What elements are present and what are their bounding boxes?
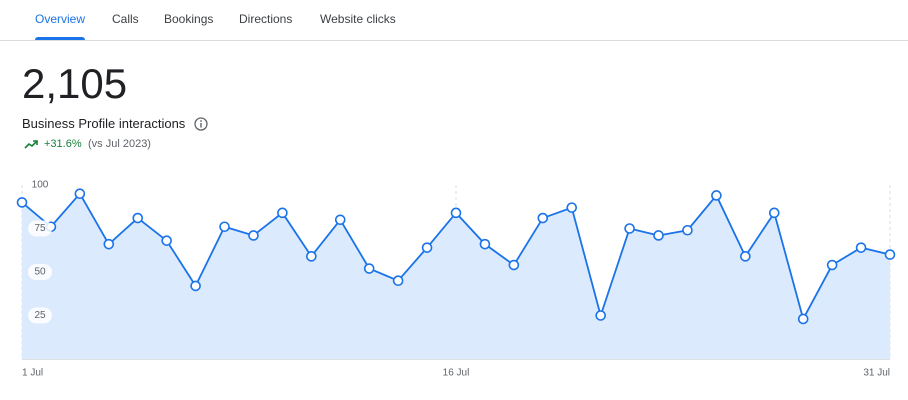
x-tick-label: 1 Jul <box>22 368 43 379</box>
y-tick-label: 100 <box>32 180 49 191</box>
y-tick-label: 25 <box>34 310 46 321</box>
metric-label: Business Profile interactions <box>22 116 186 131</box>
active-tab-indicator <box>35 37 85 40</box>
point <box>306 251 317 262</box>
point <box>537 212 549 224</box>
tab[interactable]: Directions <box>239 12 293 26</box>
point <box>740 251 751 262</box>
tab[interactable]: Calls <box>112 12 139 26</box>
point <box>566 202 578 213</box>
tab[interactable]: Overview <box>35 12 86 26</box>
point <box>797 313 809 325</box>
point <box>855 242 867 253</box>
y-tick-label: 75 <box>34 223 46 234</box>
point <box>421 242 433 253</box>
point <box>508 259 520 271</box>
point <box>248 230 259 241</box>
point <box>277 207 288 219</box>
point <box>826 259 838 271</box>
tab[interactable]: Bookings <box>164 12 214 26</box>
point <box>711 190 722 201</box>
info-icon[interactable] <box>194 117 208 131</box>
point <box>103 238 115 250</box>
comparison: (vs Jul 2023) <box>88 138 151 150</box>
trend-icon <box>24 140 38 149</box>
y-tick-pill <box>28 307 52 324</box>
point <box>479 238 491 250</box>
point <box>334 214 346 226</box>
y-tick-pill <box>28 264 52 280</box>
change-value: +31.6% <box>44 138 82 150</box>
point <box>682 224 693 236</box>
point <box>161 235 172 246</box>
x-tick-label: 16 Jul <box>443 368 470 379</box>
y-tick-pill <box>28 177 52 193</box>
point <box>653 230 664 241</box>
point <box>16 197 28 208</box>
point <box>595 310 606 321</box>
point <box>450 207 462 219</box>
point <box>884 249 896 260</box>
point <box>132 212 144 224</box>
point <box>219 221 230 233</box>
point <box>363 263 375 274</box>
metric-value: 2,105 <box>22 60 128 107</box>
tab-bar: Overview Calls Bookings Directions Website c… <box>0 0 908 41</box>
point <box>392 275 404 287</box>
x-tick-label: 31 Jul <box>863 368 890 379</box>
point <box>768 207 780 219</box>
y-tick-label: 50 <box>34 267 46 278</box>
point <box>74 188 86 199</box>
point <box>190 280 201 292</box>
tab[interactable]: Website clicks <box>320 12 396 26</box>
point <box>624 223 635 234</box>
area <box>22 193 890 359</box>
y-tick-pill <box>28 220 52 237</box>
